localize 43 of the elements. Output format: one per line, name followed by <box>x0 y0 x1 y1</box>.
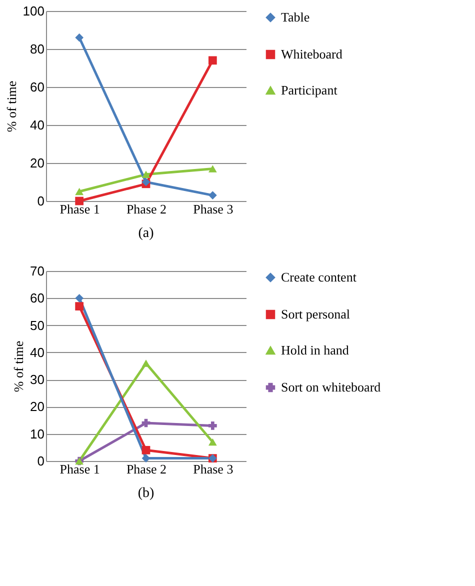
y-tick-label: 10 <box>30 426 44 442</box>
y-tick-label: 70 <box>30 264 44 278</box>
x-tick-label: Phase 2 <box>126 462 167 476</box>
y-tick-label: 0 <box>37 454 44 468</box>
x-tick-label: Phase 1 <box>60 202 100 216</box>
y-tick-label: 40 <box>30 118 44 132</box>
point <box>142 170 150 178</box>
y-tick-label: 30 <box>30 372 44 388</box>
legend-label: Hold in hand <box>281 342 350 358</box>
point <box>75 302 84 310</box>
y-tick-label: 20 <box>30 156 44 170</box>
legend-label: Sort on whiteboard <box>281 380 382 394</box>
x-tick-label: Phase 3 <box>193 462 234 476</box>
text: (a) <box>138 226 154 241</box>
point <box>208 56 217 65</box>
point <box>75 188 84 196</box>
legend-label: Sort personal <box>281 306 350 322</box>
y-axis-title: % of time <box>4 80 19 132</box>
y-tick-label: 50 <box>30 318 44 333</box>
point <box>208 191 217 200</box>
point <box>208 438 217 446</box>
point <box>208 165 217 172</box>
point <box>142 360 150 367</box>
y-tick-label: 60 <box>30 80 44 94</box>
y-tick-label: 0 <box>37 194 44 208</box>
legend-label: Participant <box>281 82 338 98</box>
y-tick-label: 80 <box>30 42 44 56</box>
point <box>75 294 84 302</box>
legend-label: Create content <box>281 270 357 284</box>
text: (b) <box>138 486 154 501</box>
y-tick-label: 100 <box>22 4 44 18</box>
legend-label: Table <box>281 10 310 24</box>
point <box>142 446 150 454</box>
point <box>75 33 84 42</box>
x-tick-label: Phase 2 <box>126 202 167 216</box>
y-tick-label: 40 <box>30 344 44 360</box>
point <box>208 422 217 430</box>
x-tick-label: Phase 3 <box>193 202 234 216</box>
legend-label: Whiteboard <box>281 46 343 62</box>
x-tick-label: Phase 1 <box>60 462 100 476</box>
y-tick-label: 60 <box>30 290 44 306</box>
y-tick-label: 20 <box>30 399 44 414</box>
y-axis-title: % of time <box>11 340 26 392</box>
